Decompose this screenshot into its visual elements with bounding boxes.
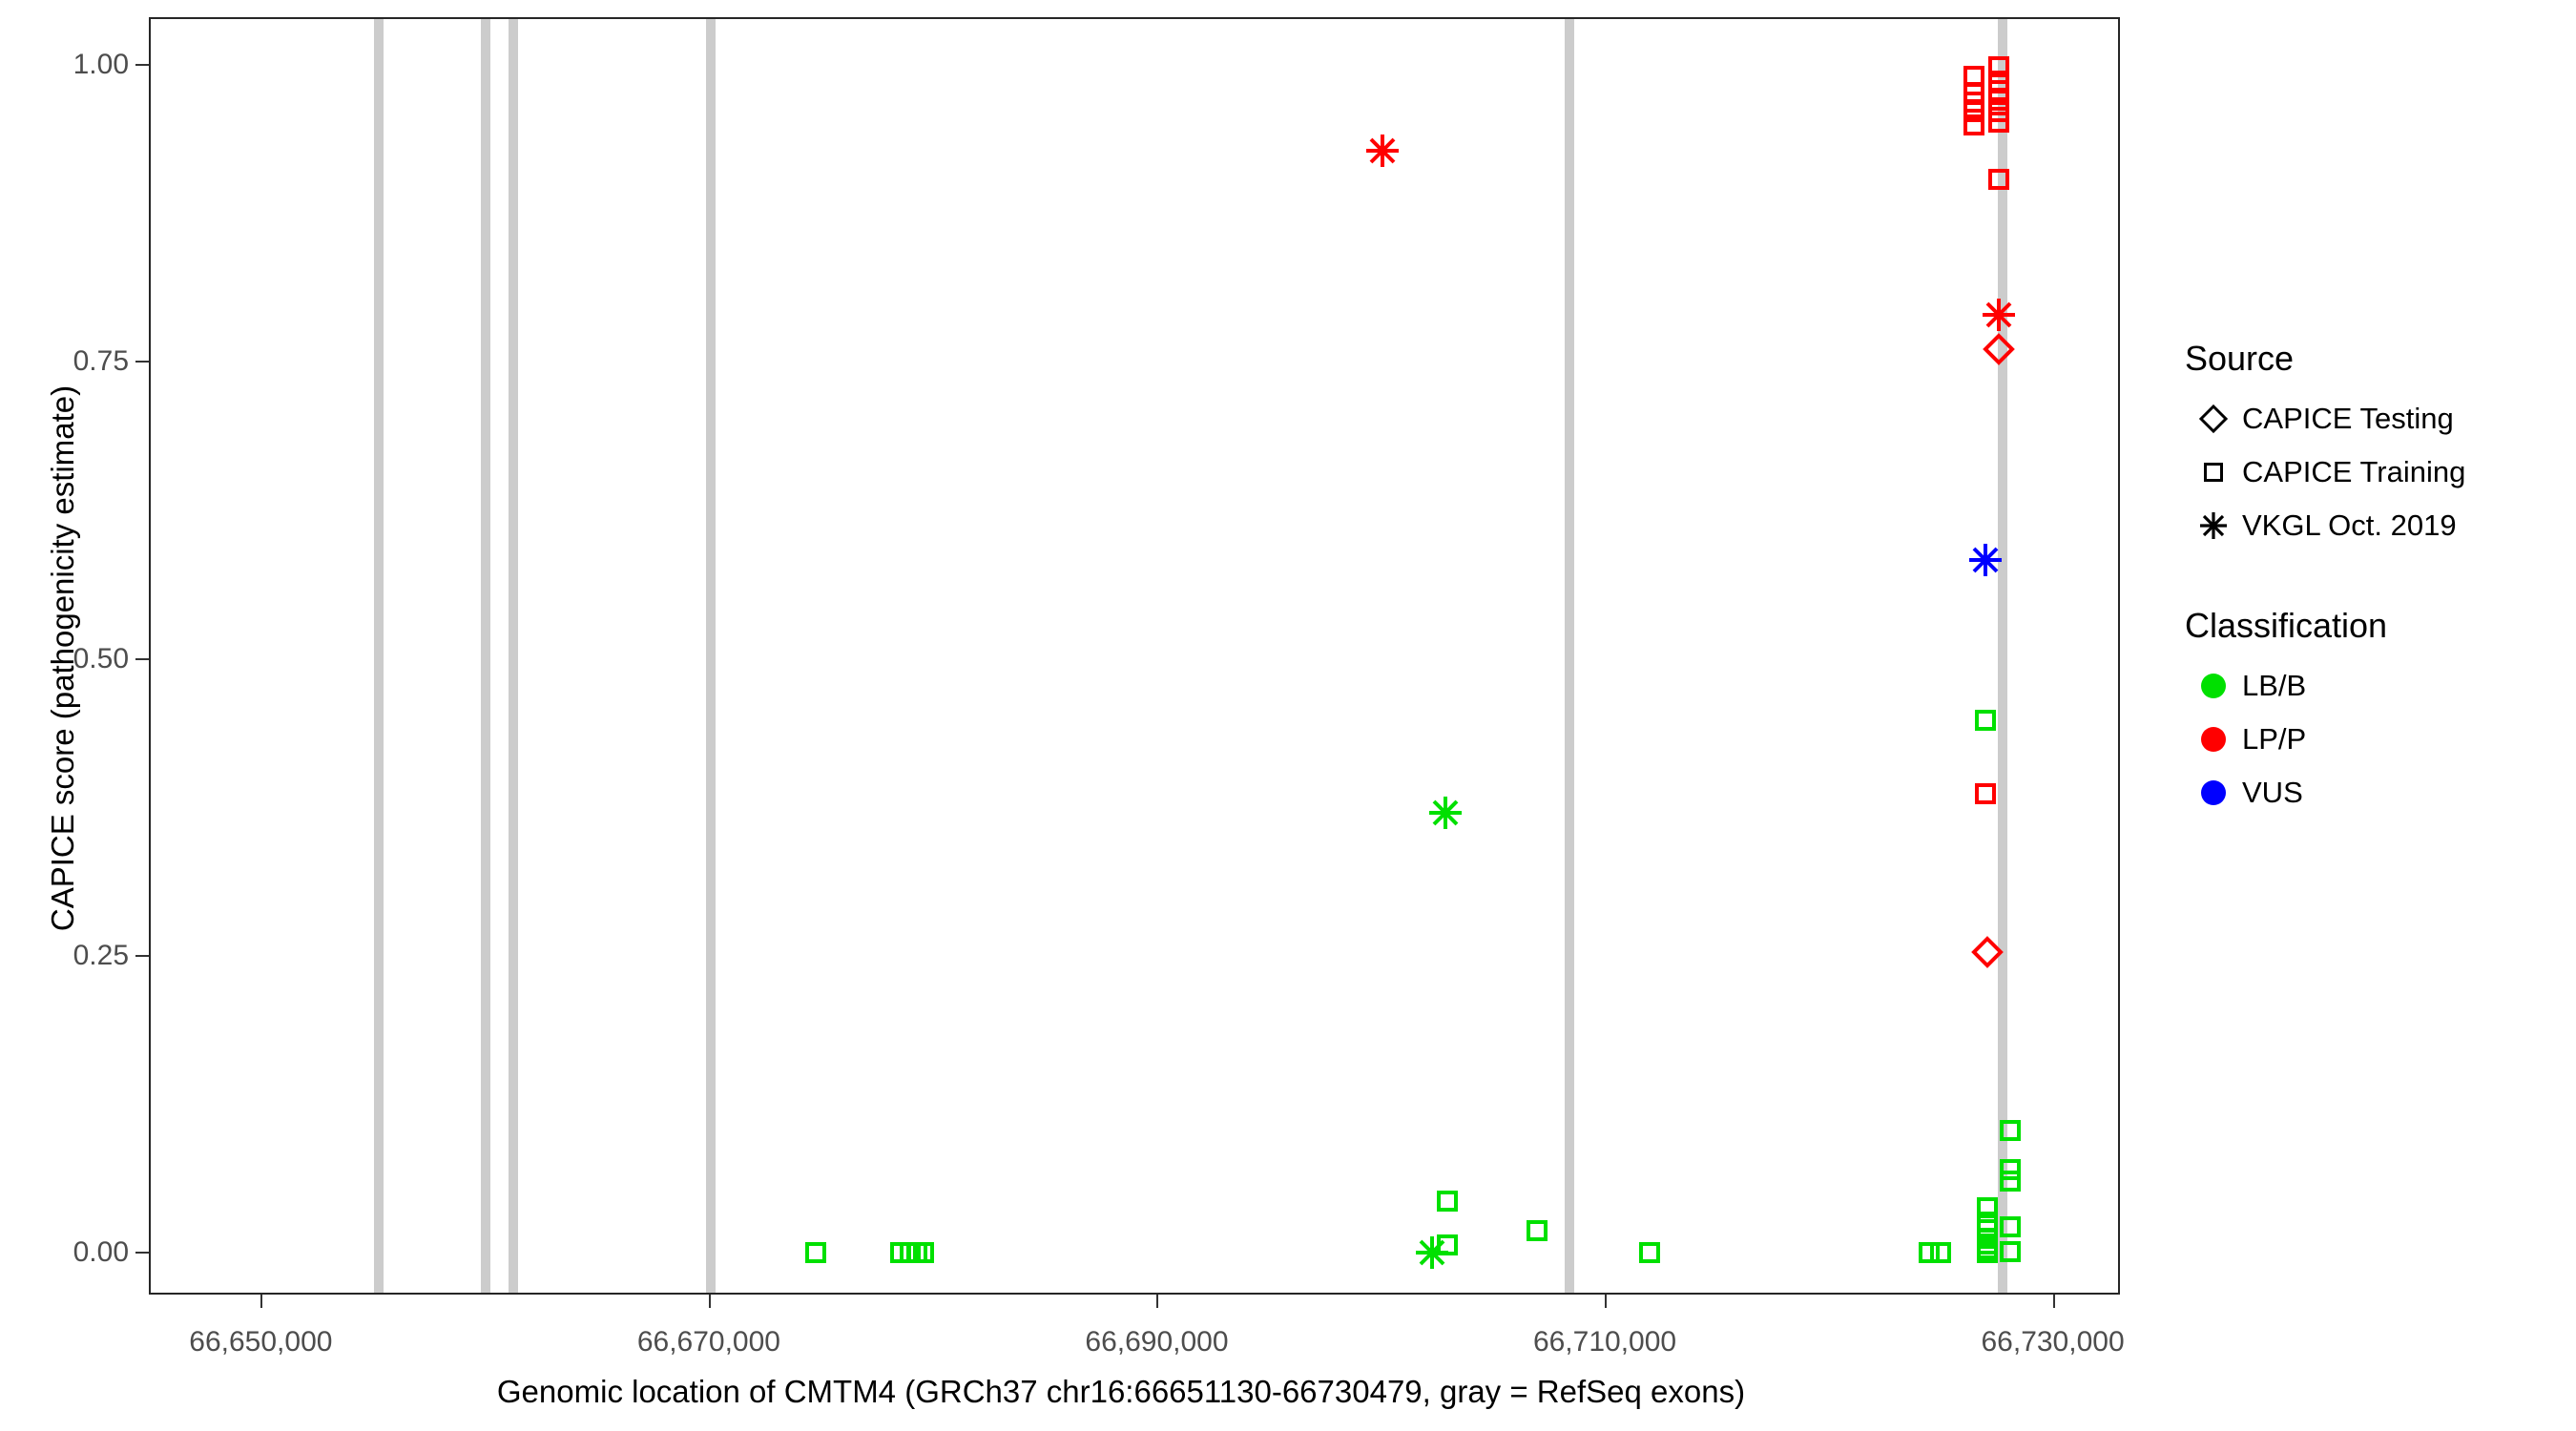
y-tick-label: 0.75 xyxy=(73,345,129,378)
point-square xyxy=(1437,1234,1459,1256)
point-square xyxy=(1977,1196,1999,1218)
y-tick-mark xyxy=(135,657,149,660)
legend-item-vkgl[interactable]: VKGL Oct. 2019 xyxy=(2185,499,2566,552)
y-tick-mark xyxy=(135,361,149,363)
point-square xyxy=(1929,1241,1951,1263)
legend-label-capice-testing: CAPICE Testing xyxy=(2242,402,2454,435)
y-tick-label: 0.00 xyxy=(73,1236,129,1269)
legend-item-vus[interactable]: VUS xyxy=(2185,766,2566,819)
x-tick-label: 66,670,000 xyxy=(636,1326,780,1358)
point-square xyxy=(1977,1234,1999,1255)
legend-label-lpp: LP/P xyxy=(2242,722,2307,756)
legend-item-capice-testing[interactable]: CAPICE Testing xyxy=(2185,392,2566,446)
x-axis-title: Genomic location of CMTM4 (GRCh37 chr16:… xyxy=(496,1374,1746,1409)
point-square xyxy=(1963,82,1985,104)
x-tick-mark xyxy=(708,1295,711,1308)
dot-icon-vus xyxy=(2185,766,2242,819)
point-square xyxy=(1963,101,1985,123)
refseq-exon-bar xyxy=(1997,19,2007,1293)
point-square xyxy=(912,1241,934,1263)
point-square xyxy=(1963,114,1985,135)
refseq-exon-bar xyxy=(508,19,518,1293)
point-square xyxy=(805,1241,827,1263)
legend-label-lbb: LB/B xyxy=(2242,669,2307,702)
y-tick-mark xyxy=(135,1252,149,1255)
legend-label-vkgl: VKGL Oct. 2019 xyxy=(2242,508,2457,542)
point-asterisk xyxy=(1364,133,1401,169)
x-tick-label: 66,690,000 xyxy=(1085,1326,1229,1358)
legend-label-capice-training: CAPICE Training xyxy=(2242,455,2466,488)
legend-title-source: Source xyxy=(2185,339,2295,378)
y-tick-mark xyxy=(135,63,149,66)
x-tick-mark xyxy=(1156,1295,1159,1308)
point-asterisk xyxy=(1427,795,1464,831)
point-square xyxy=(1977,1219,1999,1241)
point-square xyxy=(1437,1191,1459,1213)
dot-icon-lpp xyxy=(2185,713,2242,766)
asterisk-icon xyxy=(2185,499,2242,552)
square-outline-icon xyxy=(2185,446,2242,499)
y-tick-label: 0.25 xyxy=(73,940,129,971)
point-square xyxy=(1963,65,1985,87)
legend: Source CAPICE Testing CAPICE Training xyxy=(2185,339,2566,873)
point-square xyxy=(905,1241,927,1263)
x-tick-mark xyxy=(260,1295,263,1308)
point-square xyxy=(1919,1241,1941,1263)
point-square xyxy=(899,1241,921,1263)
point-square xyxy=(1974,783,1996,805)
point-square xyxy=(1963,92,1985,114)
legend-group-source: Source CAPICE Testing CAPICE Training xyxy=(2185,339,2566,552)
x-tick-mark xyxy=(2052,1295,2055,1308)
plot-panel xyxy=(149,17,2120,1295)
refseq-exon-bar xyxy=(373,19,384,1293)
legend-group-classification: Classification LB/B LP/P VUS xyxy=(2185,606,2566,819)
legend-item-lpp[interactable]: LP/P xyxy=(2185,713,2566,766)
legend-title-classification: Classification xyxy=(2185,606,2388,645)
point-square xyxy=(1527,1220,1548,1242)
x-tick-label: 66,650,000 xyxy=(189,1326,333,1358)
legend-label-vus: VUS xyxy=(2242,776,2303,809)
point-square xyxy=(890,1241,912,1263)
x-tick-mark xyxy=(1605,1295,1608,1308)
refseq-exon-bar xyxy=(480,19,490,1293)
refseq-exon-bar xyxy=(705,19,716,1293)
x-tick-label: 66,730,000 xyxy=(1981,1326,2125,1358)
refseq-exon-bar xyxy=(1564,19,1574,1293)
point-square xyxy=(1977,1238,1999,1260)
point-square xyxy=(1977,1241,1999,1263)
point-square xyxy=(1977,1211,1999,1233)
diamond-outline-icon xyxy=(2185,392,2242,446)
point-square xyxy=(1977,1227,1999,1249)
x-tick-label: 66,710,000 xyxy=(1532,1326,1677,1358)
point-asterisk xyxy=(1414,1234,1450,1271)
point-square xyxy=(1638,1241,1660,1263)
y-tick-label: 1.00 xyxy=(73,48,129,80)
dot-icon-lbb xyxy=(2185,659,2242,713)
y-tick-mark xyxy=(135,955,149,957)
point-square xyxy=(1974,709,1996,731)
legend-item-capice-training[interactable]: CAPICE Training xyxy=(2185,446,2566,499)
legend-item-lbb[interactable]: LB/B xyxy=(2185,659,2566,713)
y-tick-label: 0.50 xyxy=(73,642,129,674)
